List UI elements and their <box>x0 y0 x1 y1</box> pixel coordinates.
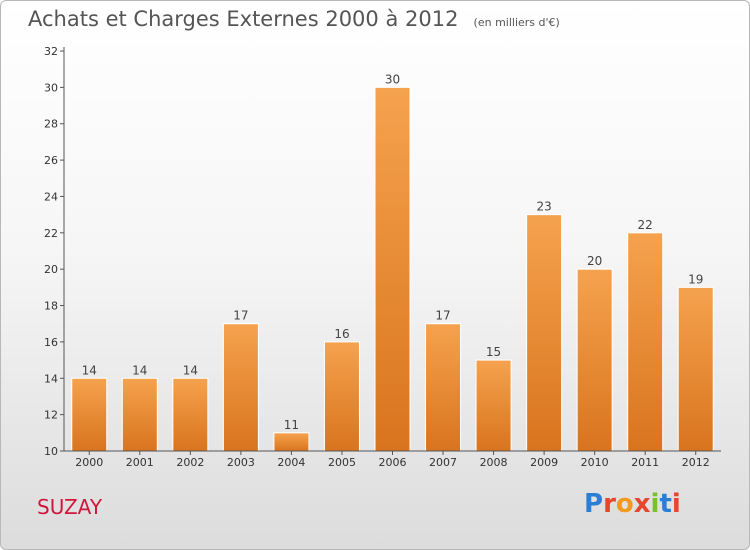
bar-2008 <box>475 359 512 452</box>
x-tick-label: 2007 <box>429 456 457 469</box>
bar-2011 <box>627 232 664 452</box>
bar-2004 <box>273 432 310 452</box>
y-tick-label: 16 <box>44 336 58 349</box>
data-label: 16 <box>334 327 349 341</box>
logo-letter: r <box>603 489 616 519</box>
data-label: 17 <box>435 309 450 323</box>
x-tick-label: 2005 <box>328 456 356 469</box>
data-label: 22 <box>638 218 653 232</box>
bar-2009 <box>526 214 563 452</box>
logo-letter: o <box>615 489 634 519</box>
bar-2000 <box>71 377 108 452</box>
logo-letter: x <box>633 489 651 519</box>
chart-title-unit: (en milliers d'€) <box>473 16 560 29</box>
x-tick-label: 2012 <box>682 456 710 469</box>
bar-2010 <box>576 268 613 452</box>
bar-2002 <box>172 377 209 452</box>
y-tick-label: 26 <box>44 154 58 167</box>
data-label: 30 <box>385 72 400 86</box>
x-tick-label: 2001 <box>126 456 154 469</box>
y-tick-label: 10 <box>44 445 58 458</box>
bar-2012 <box>677 286 714 452</box>
logo-letter: t <box>659 489 672 519</box>
y-tick-label: 20 <box>44 263 58 276</box>
data-label: 14 <box>183 363 198 377</box>
logo-letter: P <box>584 489 604 519</box>
chart-title: Achats et Charges Externes 2000 à 2012 (… <box>28 7 560 31</box>
y-tick-label: 32 <box>44 45 58 58</box>
bar-2006 <box>374 86 411 452</box>
y-tick-label: 24 <box>44 190 58 203</box>
proxiti-logo: Proxiti <box>584 489 681 519</box>
y-tick-label: 18 <box>44 300 58 313</box>
data-label: 14 <box>82 363 97 377</box>
data-label: 20 <box>587 254 602 268</box>
x-tick-label: 2006 <box>379 456 407 469</box>
commune-name: SUZAY <box>37 495 103 519</box>
x-tick-label: 2011 <box>631 456 659 469</box>
y-tick-label: 28 <box>44 118 58 131</box>
logo-letter: i <box>650 489 660 519</box>
bar-2007 <box>425 323 462 452</box>
logo-letter: i <box>671 489 681 519</box>
data-label: 19 <box>688 272 703 286</box>
y-tick-label: 22 <box>44 227 58 240</box>
data-label: 17 <box>233 309 248 323</box>
y-tick-label: 14 <box>44 372 58 385</box>
data-label: 23 <box>536 200 551 214</box>
chart-title-main: Achats et Charges Externes 2000 à 2012 <box>28 7 459 31</box>
bar-2005 <box>323 341 360 452</box>
bar-2001 <box>121 377 158 452</box>
y-tick-label: 12 <box>44 409 58 422</box>
data-label: 15 <box>486 345 501 359</box>
x-tick-label: 2004 <box>277 456 305 469</box>
x-tick-label: 2009 <box>530 456 558 469</box>
x-tick-label: 2003 <box>227 456 255 469</box>
y-tick-label: 30 <box>44 81 58 94</box>
data-label: 11 <box>284 418 299 432</box>
x-tick-label: 2002 <box>176 456 204 469</box>
data-label: 14 <box>132 363 147 377</box>
x-tick-label: 2000 <box>75 456 103 469</box>
bar-2003 <box>222 323 259 452</box>
x-tick-label: 2010 <box>581 456 609 469</box>
x-tick-label: 2008 <box>480 456 508 469</box>
